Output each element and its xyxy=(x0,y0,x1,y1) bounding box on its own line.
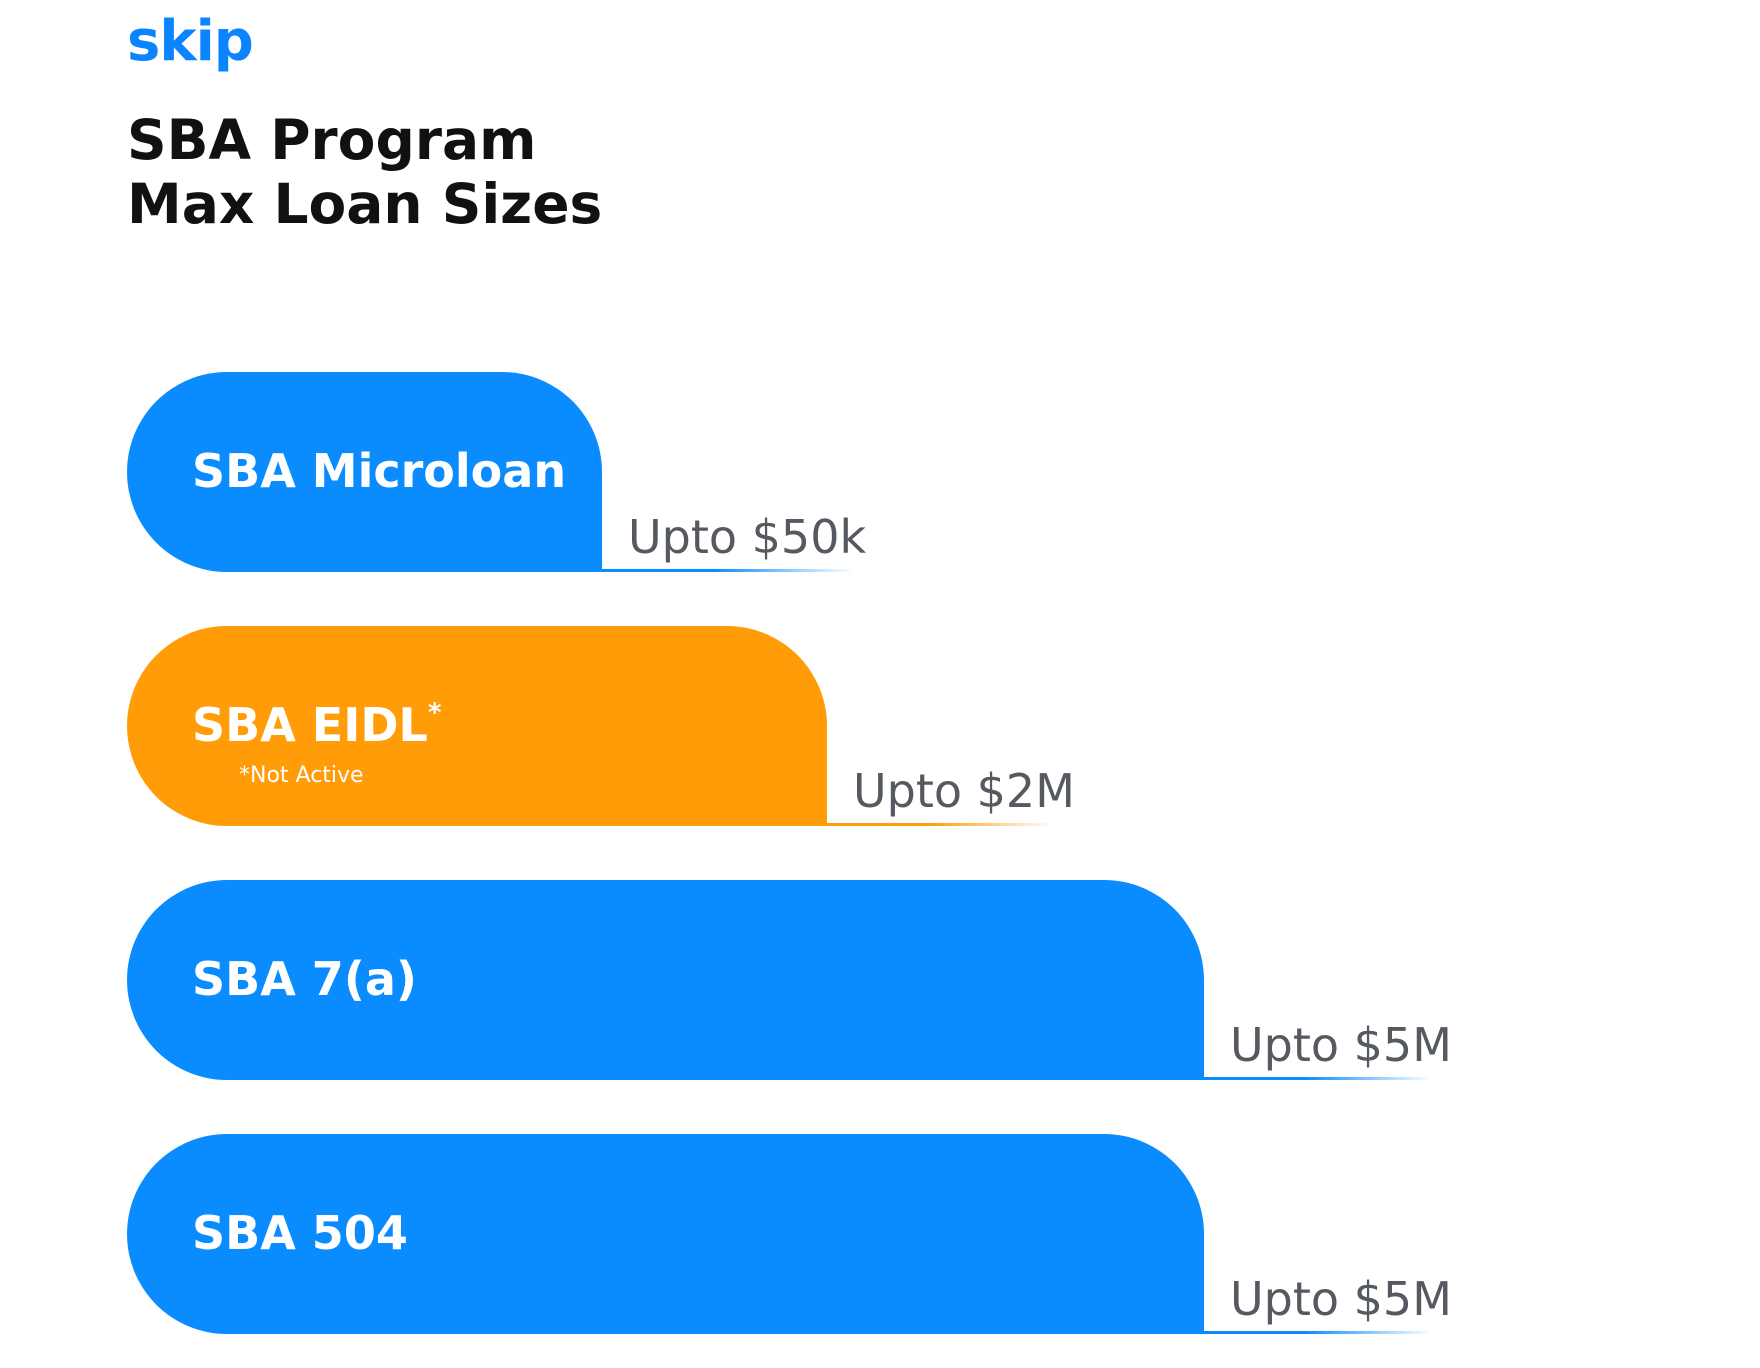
bar-label-text-1: SBA EIDL xyxy=(192,698,428,752)
bar-label-asterisk-1: * xyxy=(427,698,442,728)
bar-0 xyxy=(127,372,602,572)
chart-title: SBA Program Max Loan Sizes xyxy=(127,108,602,236)
bar-3 xyxy=(127,1134,1204,1334)
value-underline-2 xyxy=(1200,1077,1432,1080)
value-label-3: Upto $5M xyxy=(1230,1272,1452,1326)
skip-logo: skip xyxy=(127,9,254,74)
value-label-2: Upto $5M xyxy=(1230,1018,1452,1072)
value-label-1: Upto $2M xyxy=(853,764,1075,818)
bar-1 xyxy=(127,626,827,826)
chart-title-line-2: Max Loan Sizes xyxy=(127,172,603,236)
bar-label-3: SBA 504 xyxy=(192,1210,408,1256)
bar-label-text-3: SBA 504 xyxy=(192,1206,408,1260)
bar-label-text-0: SBA Microloan xyxy=(192,444,567,498)
value-label-0: Upto $50k xyxy=(628,510,867,564)
bar-label-1: SBA EIDL* xyxy=(192,700,441,748)
bar-note-1: *Not Active xyxy=(239,763,364,788)
bar-label-2: SBA 7(a) xyxy=(192,956,417,1002)
chart-title-line-1: SBA Program xyxy=(127,108,537,172)
value-underline-0 xyxy=(598,569,854,572)
value-underline-1 xyxy=(823,823,1055,826)
bar-label-text-2: SBA 7(a) xyxy=(192,952,417,1006)
bar-2 xyxy=(127,880,1204,1080)
value-underline-3 xyxy=(1200,1331,1432,1334)
bar-label-0: SBA Microloan xyxy=(192,448,566,494)
